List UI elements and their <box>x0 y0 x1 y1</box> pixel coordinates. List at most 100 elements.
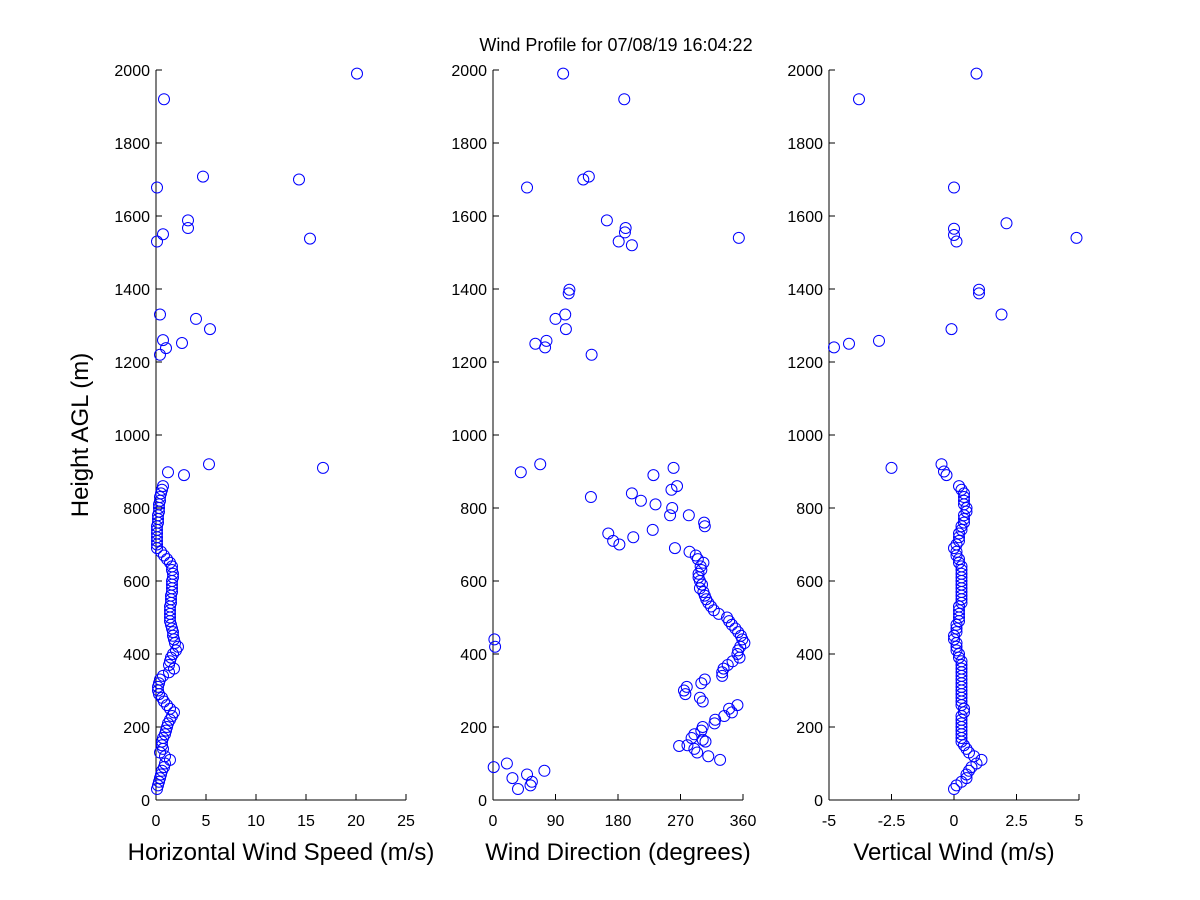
data-point <box>153 688 165 701</box>
x-tick-label: 270 <box>667 813 694 830</box>
data-point <box>699 735 712 748</box>
data-point <box>695 724 708 737</box>
y-tick-label: 1600 <box>787 209 823 226</box>
data-point <box>665 483 678 496</box>
y-tick-label: 800 <box>460 501 487 518</box>
data-point <box>514 466 527 479</box>
data-point <box>707 604 720 617</box>
data-point <box>697 556 710 569</box>
data-point <box>885 461 898 474</box>
data-point <box>152 779 164 792</box>
data-point <box>955 731 968 744</box>
data-point <box>157 669 169 682</box>
x-tick-label: 10 <box>247 813 265 830</box>
data-point <box>634 494 647 507</box>
x-tick-label: 5 <box>1075 813 1084 830</box>
x-axis-label: Wind Direction (degrees) <box>485 839 750 866</box>
data-point <box>950 779 963 792</box>
data-point <box>165 618 177 631</box>
data-point <box>170 644 182 657</box>
data-point <box>585 348 598 361</box>
data-point <box>873 334 885 347</box>
data-point <box>540 334 553 347</box>
data-point <box>667 461 680 474</box>
data-point <box>489 640 502 653</box>
data-point <box>549 312 562 325</box>
data-point <box>557 67 570 80</box>
data-point <box>151 235 163 248</box>
data-point <box>733 651 746 664</box>
y-axis-label: Height AGL (m) <box>67 353 94 518</box>
x-tick-label: 0 <box>152 813 161 830</box>
data-point <box>948 542 960 555</box>
data-point <box>151 534 163 547</box>
data-point <box>712 607 725 620</box>
y-tick-label: 600 <box>796 574 823 591</box>
data-point <box>154 308 166 321</box>
data-point <box>666 502 679 514</box>
y-tick-label: 0 <box>141 793 150 810</box>
data-point <box>723 615 736 628</box>
data-point <box>732 231 745 244</box>
data-point <box>317 461 329 474</box>
data-point <box>559 323 572 336</box>
data-point <box>600 214 613 227</box>
x-axis-label: Vertical Wind (m/s) <box>853 839 1054 866</box>
data-point <box>696 695 709 708</box>
y-tick-label: 0 <box>478 793 487 810</box>
data-point <box>160 724 172 737</box>
data-point <box>152 680 164 693</box>
data-point <box>154 348 166 361</box>
data-point <box>950 549 963 562</box>
data-point <box>973 283 985 296</box>
data-point <box>500 757 513 770</box>
y-tick-label: 2000 <box>787 63 823 80</box>
data-point <box>151 181 163 194</box>
x-tick-label: -5 <box>822 813 836 830</box>
data-point <box>512 783 524 796</box>
data-point <box>668 542 681 555</box>
data-point <box>682 509 695 522</box>
y-tick-label: 200 <box>796 720 823 737</box>
data-point <box>293 173 305 186</box>
x-tick-label: 0 <box>950 813 959 830</box>
y-tick-label: 400 <box>460 647 487 664</box>
data-point <box>584 491 597 504</box>
y-tick-label: 1000 <box>787 428 823 445</box>
data-point <box>625 487 638 500</box>
direction-panel: 0 200 400 600 800 1000 1200 1400 1600 1800 2000 0 90… <box>451 63 756 866</box>
data-point <box>695 677 708 690</box>
vertical-panel: 0 200 400 600 800 1000 1200 1400 1600 1800 2000 -5 -… <box>787 63 1083 866</box>
data-point <box>156 483 168 496</box>
data-point <box>1070 231 1083 244</box>
data-point <box>647 469 660 482</box>
data-point <box>649 498 662 511</box>
data-point <box>161 699 173 712</box>
y-tick-label: 200 <box>123 720 150 737</box>
data-point <box>945 323 958 336</box>
data-point <box>693 691 706 704</box>
data-point <box>725 706 738 719</box>
x-tick-label: 20 <box>347 813 365 830</box>
data-point <box>178 469 190 482</box>
data-point <box>158 549 170 562</box>
data-point <box>843 337 855 350</box>
data-point <box>698 516 711 529</box>
data-point <box>153 775 165 788</box>
y-tick-label: 1800 <box>114 136 150 153</box>
data-point <box>182 222 194 235</box>
data-point <box>627 531 640 544</box>
data-point <box>696 578 709 591</box>
speed-panel: 0 200 400 600 800 1000 1200 1400 1600 1800 2000 0 5 1… <box>67 63 434 866</box>
y-tick-label: 1200 <box>451 355 487 372</box>
data-point <box>151 783 163 796</box>
x-tick-label: 5 <box>202 813 211 830</box>
data-point <box>156 764 168 777</box>
data-point <box>948 783 960 796</box>
data-point <box>563 283 576 296</box>
x-tick-label: 15 <box>297 813 315 830</box>
x-tick-label: 2.5 <box>1005 813 1027 830</box>
data-point <box>155 768 167 781</box>
data-point <box>539 341 552 354</box>
data-point <box>708 717 721 730</box>
